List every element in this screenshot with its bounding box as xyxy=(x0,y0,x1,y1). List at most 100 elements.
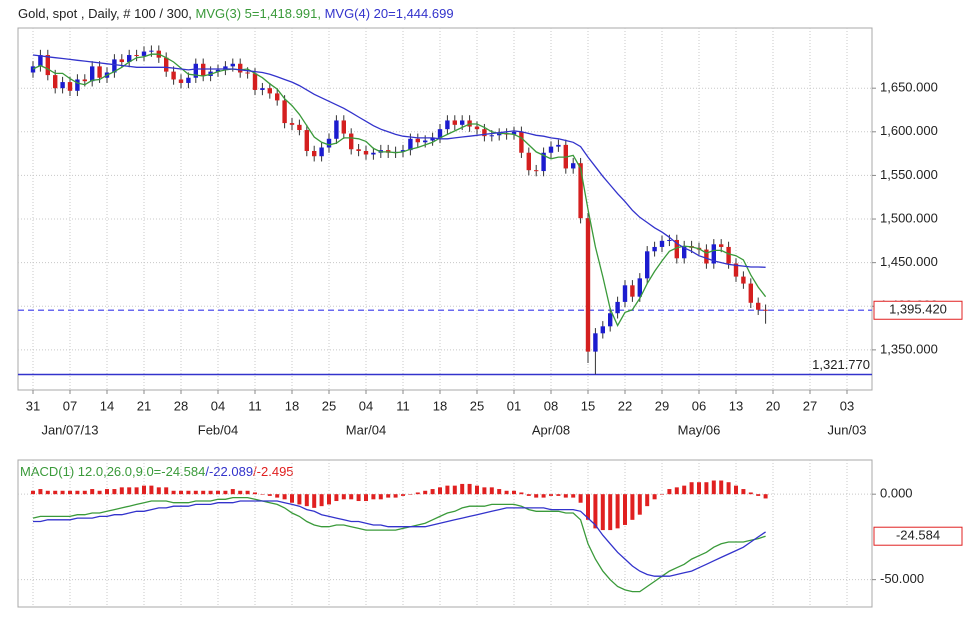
x-group-label: Apr/08 xyxy=(532,422,570,437)
candle-body xyxy=(756,302,761,310)
candle-body xyxy=(171,71,176,80)
candle-body xyxy=(489,135,494,137)
candle-body xyxy=(460,120,465,125)
x-group-label: Jan/07/13 xyxy=(41,422,98,437)
histogram-bar xyxy=(304,494,309,507)
y-tick-label: 1,350.000 xyxy=(880,341,938,356)
candle-body xyxy=(252,73,258,90)
candle-body xyxy=(215,69,221,72)
x-tick-label: 20 xyxy=(766,398,780,413)
histogram-bar xyxy=(119,487,124,495)
candle-body xyxy=(408,138,413,151)
histogram-bar xyxy=(356,494,361,502)
histogram-bar xyxy=(60,490,65,495)
x-tick-label: 25 xyxy=(322,398,336,413)
price-header: Gold, spot , Daily, # 100 / 300, MVG(3) … xyxy=(18,6,454,21)
histogram-bar xyxy=(156,487,161,495)
candle-body xyxy=(741,276,746,284)
x-tick-label: 28 xyxy=(174,398,188,413)
candle-body xyxy=(238,63,243,73)
candle-body xyxy=(682,246,687,259)
candle-body xyxy=(733,263,739,277)
histogram-bar xyxy=(719,480,724,495)
candle-body xyxy=(193,63,198,78)
histogram-bar xyxy=(53,490,58,495)
candle-body xyxy=(149,50,154,52)
histogram-bar xyxy=(171,490,176,495)
histogram-bar xyxy=(230,489,235,495)
histogram-bar xyxy=(593,494,598,529)
candle-body xyxy=(371,152,376,155)
histogram-bar xyxy=(482,487,487,495)
x-group-label: Feb/04 xyxy=(198,422,238,437)
candle-body xyxy=(578,163,583,219)
x-group-label: May/06 xyxy=(678,422,721,437)
candle-body xyxy=(127,55,132,63)
histogram-bar xyxy=(689,482,694,495)
histogram-bar xyxy=(674,487,679,495)
histogram-bar xyxy=(186,490,191,495)
candle-body xyxy=(600,326,605,334)
histogram-bar xyxy=(504,490,509,495)
candle-body xyxy=(349,133,354,150)
histogram-bar xyxy=(637,494,642,515)
x-tick-label: 11 xyxy=(396,398,410,413)
histogram-bar xyxy=(452,485,457,495)
histogram-bar xyxy=(312,494,317,508)
histogram-bar xyxy=(549,494,553,496)
x-tick-label: 11 xyxy=(248,398,262,413)
legend-entry: MVG(4) 20=1,444.699 xyxy=(325,6,454,21)
y-tick-label: 1,500.000 xyxy=(880,210,938,225)
histogram-bar xyxy=(105,489,109,495)
histogram-bar xyxy=(763,494,768,499)
candle-body xyxy=(548,146,554,153)
candle-body xyxy=(97,66,102,78)
histogram-bar xyxy=(652,494,657,500)
candle-body xyxy=(659,240,665,247)
y-tick-label: 1,650.000 xyxy=(880,80,938,95)
candle-body xyxy=(585,218,591,352)
histogram-bar xyxy=(563,494,568,498)
legend-entry: /-2.495 xyxy=(253,464,293,479)
histogram-bar xyxy=(142,485,146,495)
candle-body xyxy=(674,239,679,259)
x-tick-label: 27 xyxy=(803,398,817,413)
candle-body xyxy=(711,244,716,264)
x-tick-label: 15 xyxy=(581,398,595,413)
x-tick-label: 08 xyxy=(544,398,558,413)
histogram-bar xyxy=(615,494,620,529)
histogram-bar xyxy=(467,483,472,495)
candle-body xyxy=(304,130,309,151)
candle-body xyxy=(326,138,332,148)
histogram-bar xyxy=(430,489,435,495)
histogram-bar xyxy=(38,489,43,495)
histogram-bar xyxy=(667,489,672,495)
candle-body xyxy=(482,129,487,137)
candle-body xyxy=(445,120,450,130)
candle-body xyxy=(112,59,117,73)
histogram-bar xyxy=(534,494,539,498)
candle-body xyxy=(615,301,620,314)
candle-body xyxy=(319,147,324,157)
histogram-bar xyxy=(82,490,87,495)
candle-body xyxy=(645,251,650,279)
histogram-bar xyxy=(208,490,213,495)
candle-body xyxy=(763,309,768,311)
histogram-bar xyxy=(734,485,738,495)
candle-body xyxy=(704,249,709,264)
candle-body xyxy=(30,66,36,73)
candle-body xyxy=(178,79,184,83)
macd-header: MACD(1) 12.0,26.0,9.0=-24.584/-22.089/-2… xyxy=(20,464,294,479)
histogram-bar xyxy=(512,490,516,495)
candle-body xyxy=(608,313,613,327)
histogram-bar xyxy=(519,492,524,495)
histogram-bar xyxy=(349,494,354,500)
candle-body xyxy=(75,79,80,91)
histogram-bar xyxy=(282,494,287,500)
histogram-bar xyxy=(741,489,746,495)
x-tick-label: 21 xyxy=(137,398,151,413)
histogram-bar xyxy=(267,494,272,496)
histogram-bar xyxy=(600,494,605,531)
support-label: 1,321.770 xyxy=(812,357,870,372)
